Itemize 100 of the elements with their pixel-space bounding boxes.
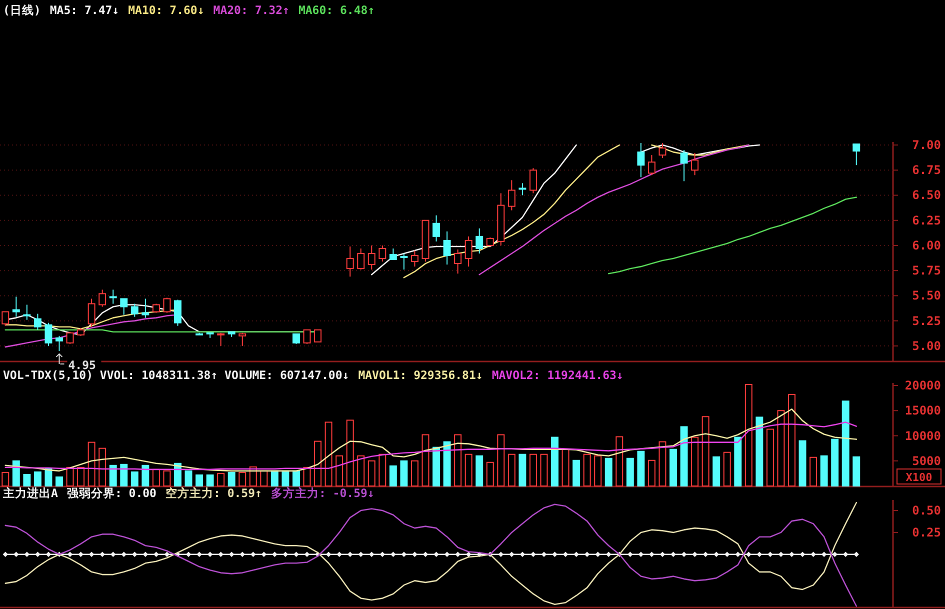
bar <box>152 468 160 486</box>
candlestick <box>432 214 440 242</box>
bar <box>723 452 731 486</box>
bar <box>400 460 408 486</box>
y-tick-label: 10000 <box>904 428 941 443</box>
y-tick-label: 20000 <box>904 378 941 393</box>
candlestick <box>346 246 354 278</box>
candlestick <box>400 253 408 270</box>
candlestick <box>443 230 451 266</box>
bar <box>486 462 494 486</box>
bar <box>44 468 52 486</box>
bar <box>142 464 150 486</box>
chart-title: VOL-TDX(5,10) VVOL: 1048311.38↑ VOLUME: 607147.00↓ <box>3 368 350 382</box>
bar <box>551 436 558 486</box>
y-tick-label: 15000 <box>904 404 941 418</box>
candlestick <box>357 248 365 270</box>
bar <box>594 455 602 486</box>
text: MA5: 7.47↓ <box>50 3 120 17</box>
bar <box>616 436 624 486</box>
bar <box>422 434 430 486</box>
candlestick <box>34 313 42 330</box>
candlestick <box>23 304 31 320</box>
bar <box>712 456 720 486</box>
text: MA60: 6.48↑ <box>298 3 375 17</box>
bar <box>163 470 171 486</box>
candlestick <box>648 154 656 176</box>
bar <box>562 448 570 486</box>
text: MAVOL2: 1192441.63↓ <box>492 368 624 382</box>
bar <box>23 474 31 486</box>
bar <box>744 384 752 486</box>
bar <box>670 448 677 486</box>
bar <box>98 448 106 486</box>
candlestick <box>518 182 526 196</box>
y-tick-label: 6.75 <box>912 163 941 178</box>
candlestick <box>120 298 128 316</box>
bar <box>2 472 10 486</box>
bar <box>454 434 462 486</box>
candlestick <box>174 299 182 326</box>
bar <box>788 394 796 486</box>
candlestick <box>314 329 322 342</box>
bar <box>637 450 645 486</box>
text: 强弱分界: 0.00 <box>66 486 157 500</box>
candlestick <box>292 333 300 344</box>
series-label: 多方主力: -0.59↓ <box>270 486 374 500</box>
candlestick <box>410 250 418 268</box>
y-tick-label: 6.00 <box>912 238 941 252</box>
bar <box>831 438 839 486</box>
candlestick <box>464 236 472 268</box>
bar <box>766 428 774 486</box>
bar <box>238 472 246 486</box>
candlestick <box>12 296 20 318</box>
candlestick <box>163 297 171 314</box>
y-tick-label: 5.25 <box>912 314 941 328</box>
text: X100 <box>906 471 932 484</box>
candlestick <box>852 144 860 166</box>
candlestick <box>691 152 699 176</box>
bar <box>206 474 214 486</box>
candlestick <box>56 335 63 352</box>
text: 空方主力: 0.59↑ <box>165 486 262 500</box>
bar <box>518 454 526 486</box>
bar <box>120 464 128 486</box>
bar <box>658 441 666 486</box>
candlestick <box>368 244 376 270</box>
bar <box>432 446 440 486</box>
candlestick <box>637 142 645 178</box>
bar <box>77 466 85 486</box>
text: MA20: 7.32↑ <box>213 3 290 17</box>
candlestick <box>152 303 160 314</box>
bar <box>604 458 612 486</box>
candlestick <box>303 329 311 344</box>
candlestick <box>454 248 462 274</box>
bar <box>270 470 278 486</box>
bar <box>572 460 580 486</box>
bar <box>508 454 516 486</box>
candlestick <box>378 244 386 262</box>
candlestick <box>486 236 494 247</box>
chart-title: 主力进出A <box>2 486 58 500</box>
bar <box>529 454 537 486</box>
candlestick <box>2 311 10 326</box>
candlestick <box>529 168 537 194</box>
candlestick <box>508 180 516 211</box>
bar <box>260 470 268 486</box>
bar <box>357 455 365 486</box>
bar <box>282 470 290 486</box>
bar <box>346 420 354 486</box>
bar <box>476 455 484 486</box>
y-tick-label: 7.00 <box>912 138 941 152</box>
candlestick <box>66 331 74 344</box>
bar <box>314 440 322 486</box>
bar <box>324 422 332 486</box>
bar <box>410 460 418 486</box>
bar <box>756 416 764 486</box>
bar <box>184 470 192 486</box>
candlestick <box>476 228 484 254</box>
bar <box>336 455 344 486</box>
bar <box>56 476 63 486</box>
bar <box>540 454 548 486</box>
y-tick-label: 5000 <box>912 454 941 468</box>
bar <box>691 436 699 486</box>
bar <box>34 471 42 486</box>
